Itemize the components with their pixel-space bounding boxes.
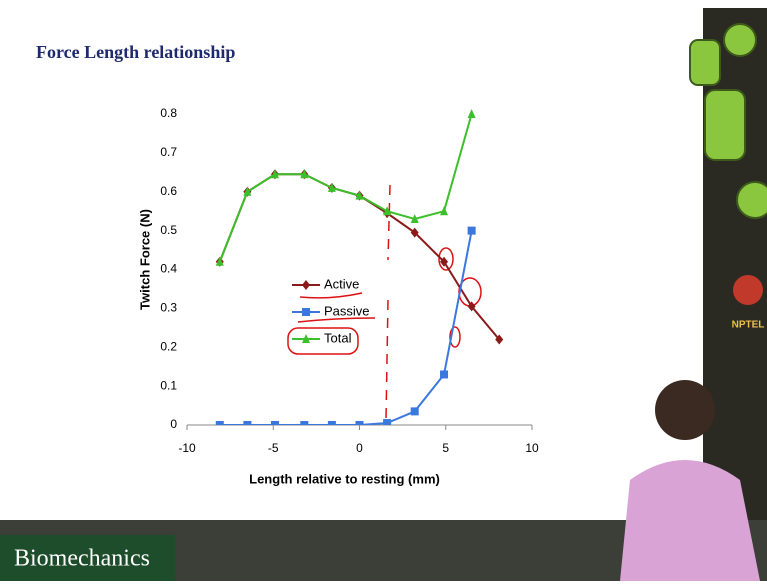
x-tick-label: -10 [178, 441, 196, 455]
logo-part [737, 182, 767, 218]
logo-part [724, 24, 756, 56]
slide-title: Force Length relationship [36, 42, 235, 62]
nptel-emblem [733, 275, 763, 305]
legend-label: Active [324, 276, 359, 291]
marker [468, 227, 476, 235]
footer-text: Biomechanics [14, 546, 150, 572]
y-tick-label: 0.7 [160, 145, 177, 159]
logo-text: NPTEL [732, 320, 765, 331]
presenter-head [655, 380, 715, 440]
y-tick-label: 0.4 [160, 262, 177, 276]
y-tick-label: 0.8 [160, 106, 177, 120]
logo-part [705, 90, 745, 160]
y-axis-label: Twitch Force (N) [137, 209, 152, 310]
marker [302, 308, 310, 316]
y-tick-label: 0.6 [160, 184, 177, 198]
y-tick-label: 0 [170, 417, 177, 431]
y-tick-label: 0.2 [160, 339, 177, 353]
y-tick-label: 0.1 [160, 378, 177, 392]
marker [411, 407, 419, 415]
x-tick-label: 10 [525, 441, 539, 455]
marker [440, 370, 448, 378]
slide: NPTEL Force Length relationship Biomecha… [0, 0, 767, 581]
y-tick-label: 0.5 [160, 223, 177, 237]
x-axis-label: Length relative to resting (mm) [249, 471, 440, 486]
x-tick-label: 0 [356, 441, 363, 455]
x-tick-label: 5 [442, 441, 449, 455]
y-tick-label: 0.3 [160, 301, 177, 315]
x-tick-label: -5 [268, 441, 279, 455]
logo-part [690, 40, 720, 85]
legend-label: Passive [324, 303, 370, 318]
legend-label: Total [324, 330, 352, 345]
